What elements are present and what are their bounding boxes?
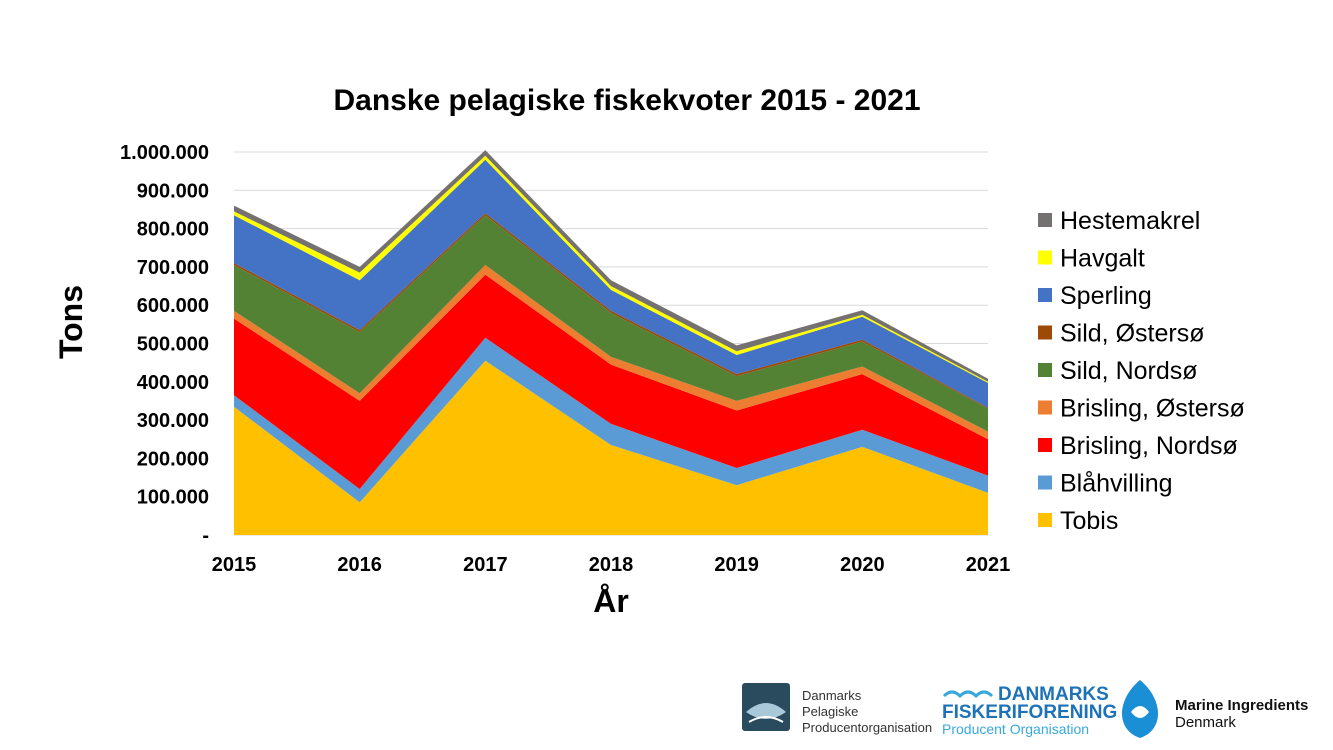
legend-swatch [1038,513,1052,527]
mi-text-line1: Marine Ingredients [1175,697,1308,714]
y-tick-label: 400.000 [137,372,209,394]
x-tick-label: 2020 [840,554,885,576]
legend: Hestemakrel Havgalt Sperling Sild, Østersø S… [1038,207,1245,535]
legend-label: Brisling, Nordsø [1060,432,1238,460]
legend-swatch [1038,288,1052,302]
y-tick-label: 700.000 [137,257,209,279]
dpo-logo: Danmarks Pelagiske Producentorganisation [742,683,932,735]
df-text-line3: Producent Organisation [942,721,1089,737]
legend-label: Sperling [1060,282,1152,310]
mi-text-line2: Denmark [1175,714,1236,731]
legend-swatch [1038,400,1052,415]
df-text-line1: DANMARKS [998,684,1109,705]
y-tick-label: 900.000 [137,180,209,202]
legend-label: Brisling, Østersø [1060,395,1245,423]
legend-swatch [1038,363,1052,377]
x-tick-label: 2021 [966,554,1011,576]
legend-label: Blåhvilling [1060,470,1173,498]
x-tick-label: 2017 [463,554,508,576]
area-sperling [234,159,988,408]
y-tick-label: 200.000 [137,448,209,470]
dpo-text-line2: Pelagiske [802,704,858,719]
dpo-text-line1: Danmarks [802,688,862,703]
mi-fish-icon [1131,706,1149,718]
plot-areas [234,150,988,535]
chart-title: Danske pelagiske fiskekvoter 2015 - 2021 [333,84,920,117]
y-tick-label: - [202,525,209,547]
legend-swatch [1038,325,1052,340]
legend-swatch [1038,438,1052,452]
legend-label: Sild, Østersø [1060,320,1204,348]
y-tick-label: 1.000.000 [120,142,209,164]
legend-swatch [1038,250,1052,265]
df-text-line2: FISKERIFORENING [942,702,1117,723]
mi-logo: Marine Ingredients Denmark [1122,680,1308,738]
x-tick-label: 2018 [589,554,634,576]
df-wave-icon [942,690,994,699]
legend-label: Hestemakrel [1060,207,1200,235]
legend-label: Tobis [1060,507,1118,535]
y-tick-label: 600.000 [137,295,209,317]
x-axis-label: År [593,583,629,619]
x-axis-ticks: 2015 2016 2017 2018 2019 2020 2021 [212,554,1011,576]
y-tick-label: 800.000 [137,219,209,241]
dpo-wave-icon [748,716,784,723]
legend-swatch [1038,475,1052,490]
area-tobis [234,360,988,535]
y-tick-label: 300.000 [137,410,209,432]
y-tick-label: 500.000 [137,334,209,356]
x-tick-label: 2016 [337,554,382,576]
area-brisling-nordsø [234,274,988,489]
y-tick-label: 100.000 [137,487,209,509]
area-blåhvilling [234,337,988,503]
x-tick-label: 2015 [212,554,257,576]
area-sild-nordsø [234,215,988,432]
df-logo: DANMARKS FISKERIFORENING Producent Organ… [942,684,1117,737]
x-tick-label: 2019 [714,554,759,576]
dpo-text-line3: Producentorganisation [802,720,932,735]
legend-label: Havgalt [1060,245,1145,273]
area-sild-østersø [234,213,988,409]
legend-swatch [1038,213,1052,227]
y-axis-ticks: - 100.000 200.000 300.000 400.000 500.000 600.… [120,142,209,547]
y-axis-label: Tons [53,285,89,359]
legend-label: Sild, Nordsø [1060,357,1198,385]
dpo-fish-icon [746,703,786,719]
